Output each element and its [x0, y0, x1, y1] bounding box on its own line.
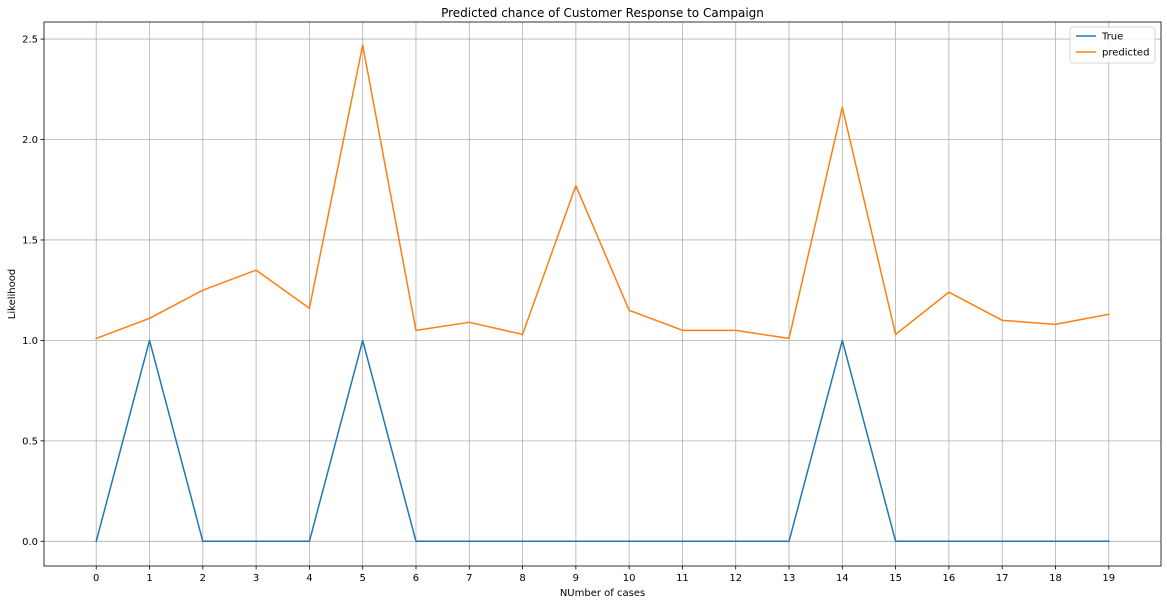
- x-tick-label: 16: [943, 573, 956, 584]
- x-tick-label: 3: [253, 573, 259, 584]
- x-tick-label: 9: [573, 573, 579, 584]
- x-tick-label: 18: [1049, 573, 1062, 584]
- series-line-true: [95, 339, 1110, 543]
- x-tick-label: 1: [146, 573, 152, 584]
- plot-frame: [43, 21, 1162, 567]
- legend-label: True: [1101, 32, 1123, 43]
- legend-label: predicted: [1102, 48, 1149, 59]
- y-tick-label: 2.0: [22, 135, 38, 146]
- x-tick-label: 19: [1102, 573, 1115, 584]
- x-tick-label: 2: [200, 573, 206, 584]
- x-tick-label: 8: [519, 573, 525, 584]
- chart-title: Predicted chance of Customer Response to…: [441, 6, 764, 20]
- y-axis-ticks: 0.0 0.5 1.0 1.5 2.0 2.5: [22, 35, 44, 548]
- x-tick-label: 14: [836, 573, 849, 584]
- y-tick-label: 1.5: [22, 235, 38, 246]
- x-tick-label: 13: [783, 573, 796, 584]
- y-tick-label: 0.0: [22, 537, 38, 548]
- x-axis-label: NUmber of cases: [560, 588, 645, 599]
- x-tick-label: 4: [306, 573, 312, 584]
- x-tick-label: 11: [676, 573, 689, 584]
- series-line-predicted: [95, 44, 1110, 340]
- x-tick-label: 0: [93, 573, 99, 584]
- y-axis-label: Likelihood: [7, 269, 18, 319]
- x-axis-ticks: 0 1 2 3 4 5 6 7 8 9 10 11 12 13 14 15 16 17 18 19: [93, 566, 1115, 584]
- y-tick-label: 1.0: [22, 336, 38, 347]
- y-tick-label: 2.5: [22, 35, 38, 46]
- legend: True predicted: [1069, 26, 1156, 64]
- y-tick-label: 0.5: [22, 436, 38, 447]
- x-tick-label: 10: [623, 573, 636, 584]
- x-tick-label: 6: [413, 573, 419, 584]
- series-lines: [95, 44, 1110, 543]
- x-tick-label: 17: [996, 573, 1009, 584]
- x-tick-label: 15: [889, 573, 902, 584]
- grid: [44, 22, 1161, 566]
- x-tick-label: 5: [359, 573, 365, 584]
- x-tick-label: 7: [466, 573, 472, 584]
- x-tick-label: 12: [729, 573, 742, 584]
